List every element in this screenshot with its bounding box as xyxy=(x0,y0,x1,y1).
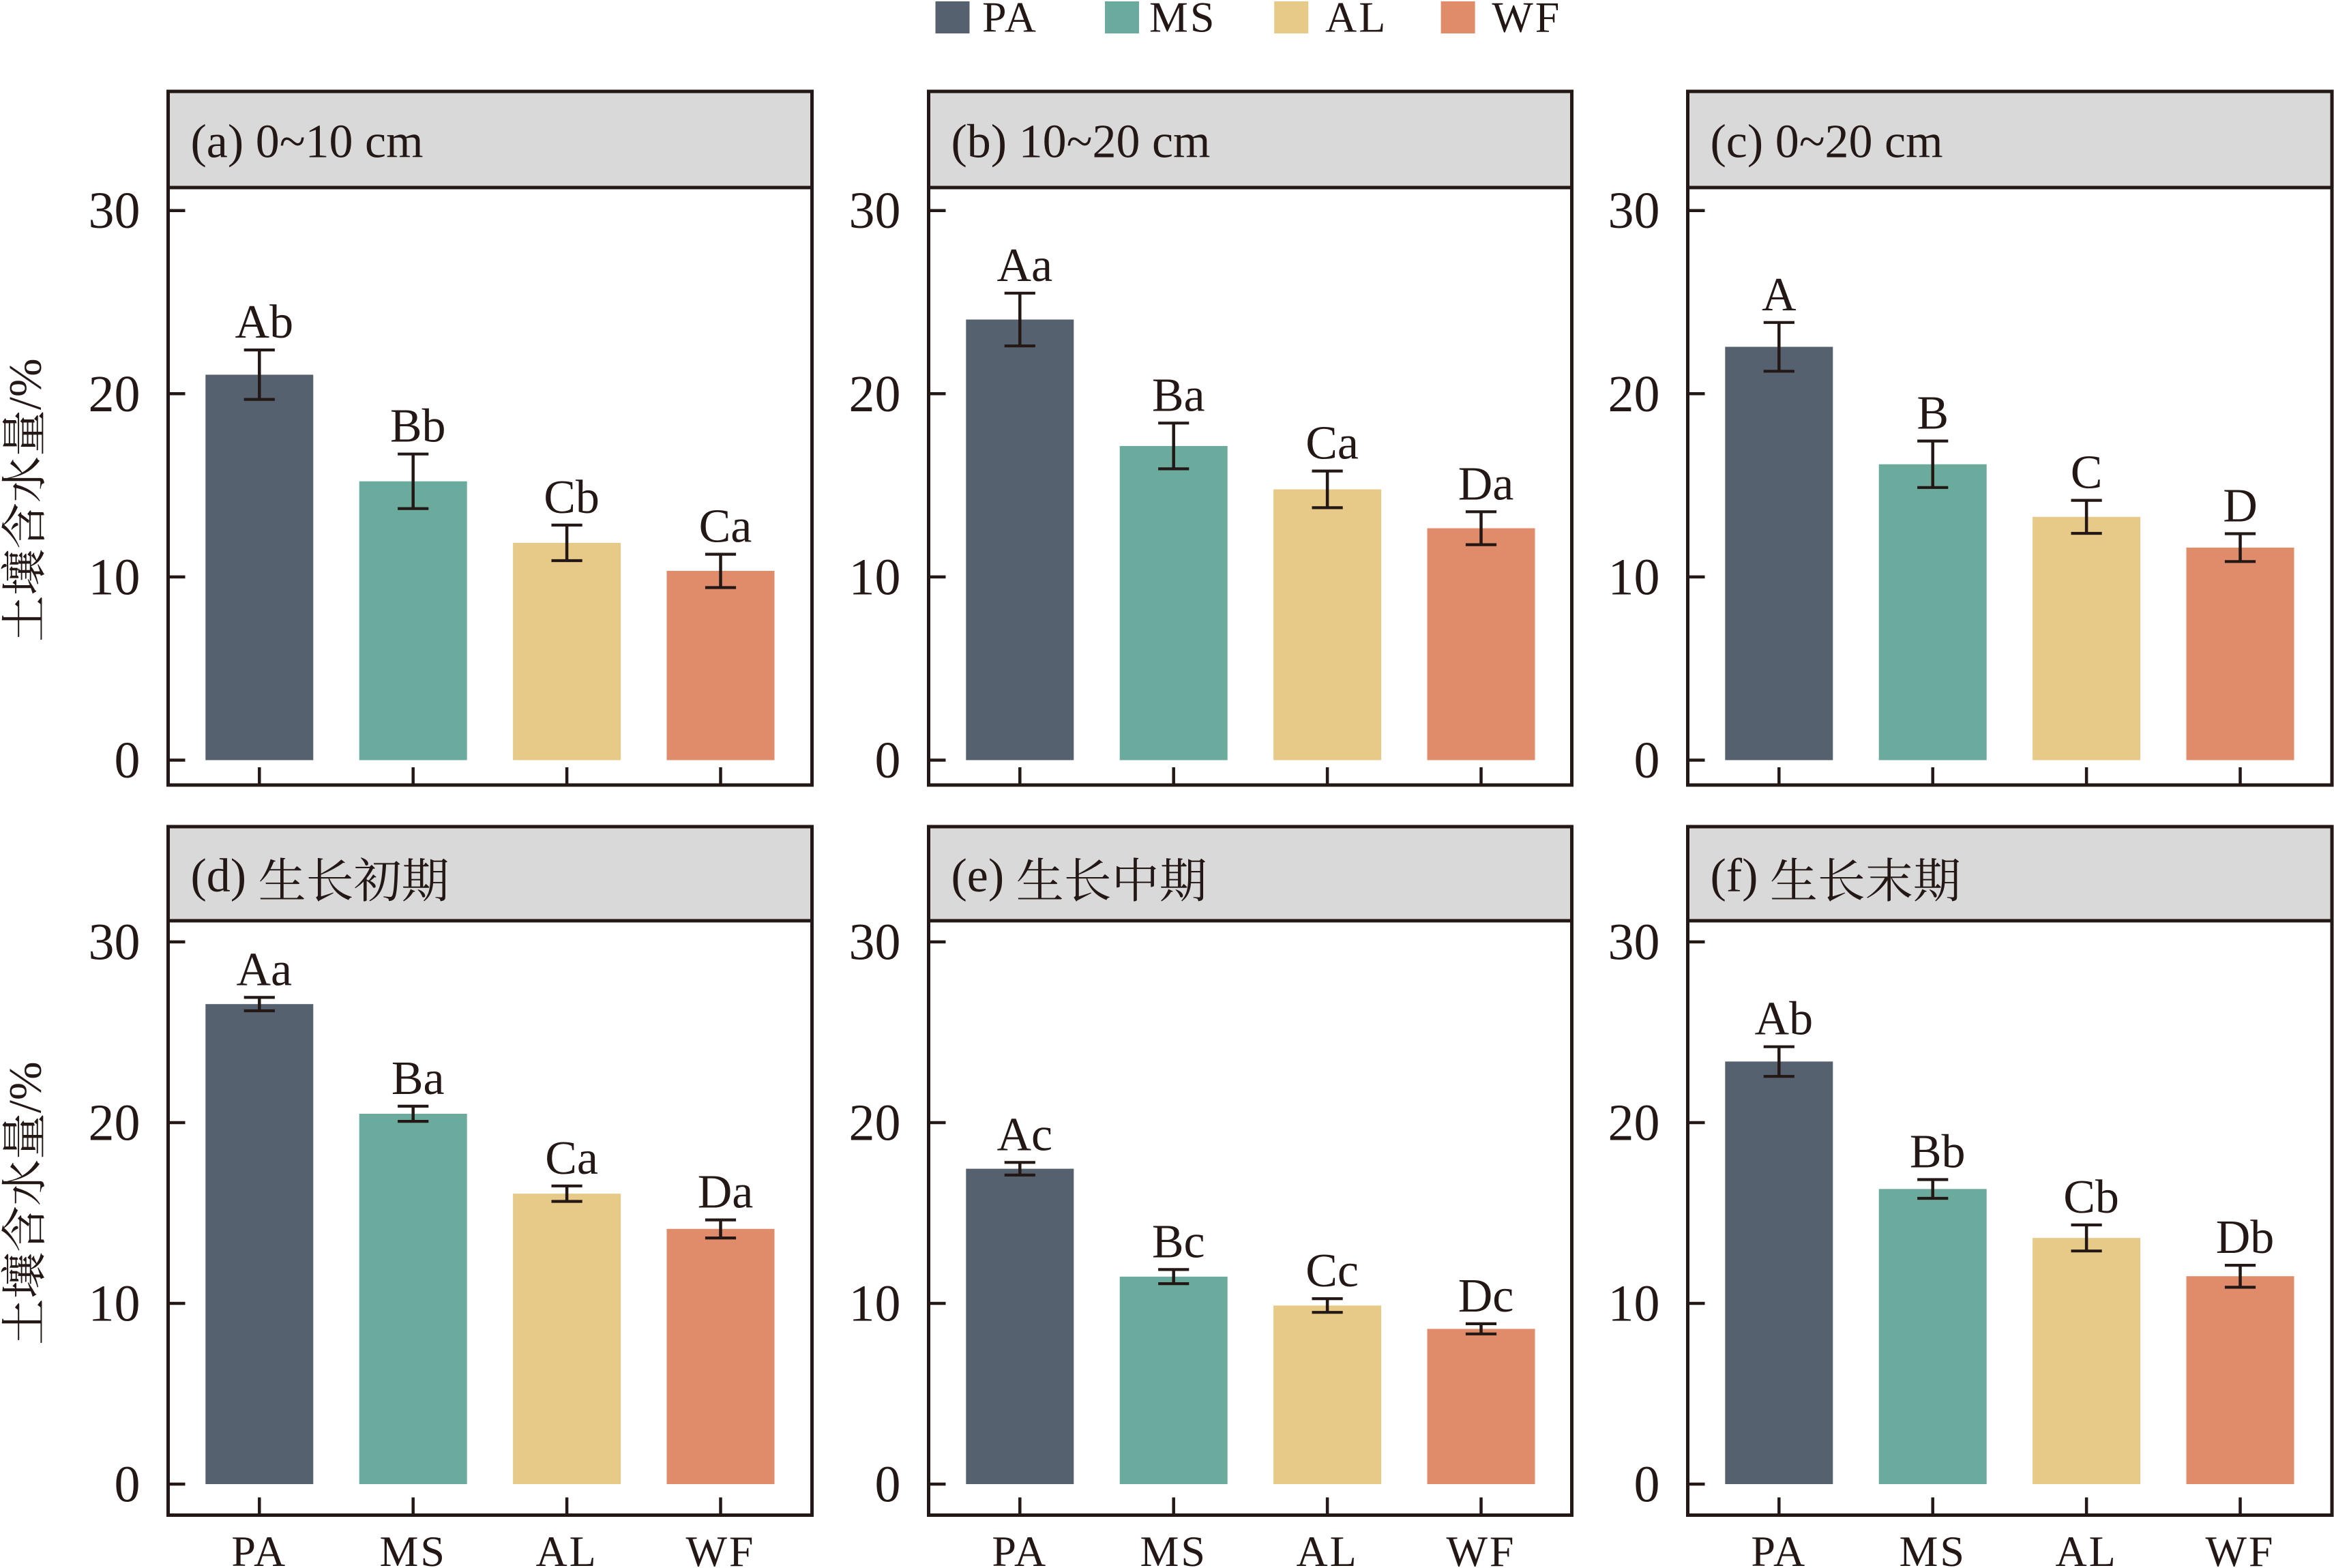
svg-text:MS: MS xyxy=(1899,1527,1966,1568)
svg-text:30: 30 xyxy=(89,182,141,239)
svg-text:/%: /% xyxy=(0,358,51,410)
svg-text:Ac: Ac xyxy=(996,1108,1052,1161)
svg-text:C: C xyxy=(2071,447,2103,499)
svg-text:PA: PA xyxy=(992,1527,1048,1568)
svg-text:WF: WF xyxy=(2206,1527,2275,1568)
svg-text:(e): (e) xyxy=(951,850,1005,902)
svg-text:PA: PA xyxy=(231,1527,287,1568)
svg-text:(f): (f) xyxy=(1711,850,1758,902)
svg-text:AL: AL xyxy=(535,1527,597,1568)
svg-text:30: 30 xyxy=(849,914,901,971)
svg-text:30: 30 xyxy=(1608,914,1660,971)
svg-text:AL: AL xyxy=(1325,0,1387,42)
svg-text:0: 0 xyxy=(875,732,901,789)
svg-text:30: 30 xyxy=(849,182,901,239)
svg-text:B: B xyxy=(1917,387,1949,440)
svg-text:D: D xyxy=(2223,480,2258,533)
svg-text:(a) 0~10 cm: (a) 0~10 cm xyxy=(191,116,424,168)
svg-text:(d): (d) xyxy=(191,850,247,902)
svg-text:Ca: Ca xyxy=(1305,417,1359,470)
svg-text:Cb: Cb xyxy=(2063,1171,2119,1224)
svg-text:PA: PA xyxy=(1751,1527,1807,1568)
svg-text:20: 20 xyxy=(1608,366,1660,423)
svg-text:10: 10 xyxy=(849,548,901,606)
svg-text:Ca: Ca xyxy=(545,1132,598,1185)
svg-text:20: 20 xyxy=(89,366,141,423)
svg-text:Db: Db xyxy=(2216,1211,2275,1264)
svg-text:0: 0 xyxy=(875,1456,901,1513)
svg-text:20: 20 xyxy=(1608,1095,1660,1152)
svg-text:Da: Da xyxy=(698,1166,754,1219)
svg-text:20: 20 xyxy=(89,1095,141,1152)
svg-text:MS: MS xyxy=(379,1527,447,1568)
svg-text:10: 10 xyxy=(1608,1275,1660,1333)
svg-text:/%: /% xyxy=(0,1061,51,1113)
svg-text:Cc: Cc xyxy=(1305,1245,1359,1297)
svg-text:Da: Da xyxy=(1458,458,1514,510)
svg-text:A: A xyxy=(1762,269,1797,321)
svg-text:10: 10 xyxy=(89,1275,141,1333)
svg-text:10: 10 xyxy=(89,548,141,606)
svg-text:30: 30 xyxy=(1608,182,1660,239)
svg-text:AL: AL xyxy=(2055,1527,2117,1568)
svg-text:30: 30 xyxy=(89,914,141,971)
svg-text:Aa: Aa xyxy=(236,943,292,996)
svg-text:Aa: Aa xyxy=(996,239,1052,292)
svg-text:WF: WF xyxy=(1492,0,1561,42)
svg-text:0: 0 xyxy=(1634,732,1660,789)
svg-text:(b) 10~20 cm: (b) 10~20 cm xyxy=(951,116,1211,168)
svg-text:0: 0 xyxy=(1634,1456,1660,1513)
svg-text:WF: WF xyxy=(686,1527,756,1568)
svg-text:Bb: Bb xyxy=(390,400,446,453)
svg-text:Ca: Ca xyxy=(699,501,752,553)
svg-text:(c) 0~20 cm: (c) 0~20 cm xyxy=(1711,116,1943,168)
svg-text:Cb: Cb xyxy=(544,471,600,524)
svg-text:Bb: Bb xyxy=(1910,1126,1966,1179)
svg-text:10: 10 xyxy=(1608,548,1660,606)
svg-text:Ab: Ab xyxy=(1755,993,1814,1046)
svg-text:0: 0 xyxy=(115,732,141,789)
svg-text:MS: MS xyxy=(1140,1527,1207,1568)
svg-text:PA: PA xyxy=(982,0,1038,42)
svg-text:Dc: Dc xyxy=(1458,1270,1514,1322)
svg-text:20: 20 xyxy=(849,1095,901,1152)
svg-text:WF: WF xyxy=(1447,1527,1516,1568)
svg-text:Ab: Ab xyxy=(235,296,294,349)
svg-text:AL: AL xyxy=(1296,1527,1358,1568)
svg-text:Ba: Ba xyxy=(392,1052,445,1105)
svg-text:0: 0 xyxy=(115,1456,141,1513)
svg-text:MS: MS xyxy=(1149,0,1217,42)
svg-text:Bc: Bc xyxy=(1152,1215,1205,1268)
svg-text:Ba: Ba xyxy=(1152,369,1205,421)
svg-text:20: 20 xyxy=(849,366,901,423)
svg-text:10: 10 xyxy=(849,1275,901,1333)
